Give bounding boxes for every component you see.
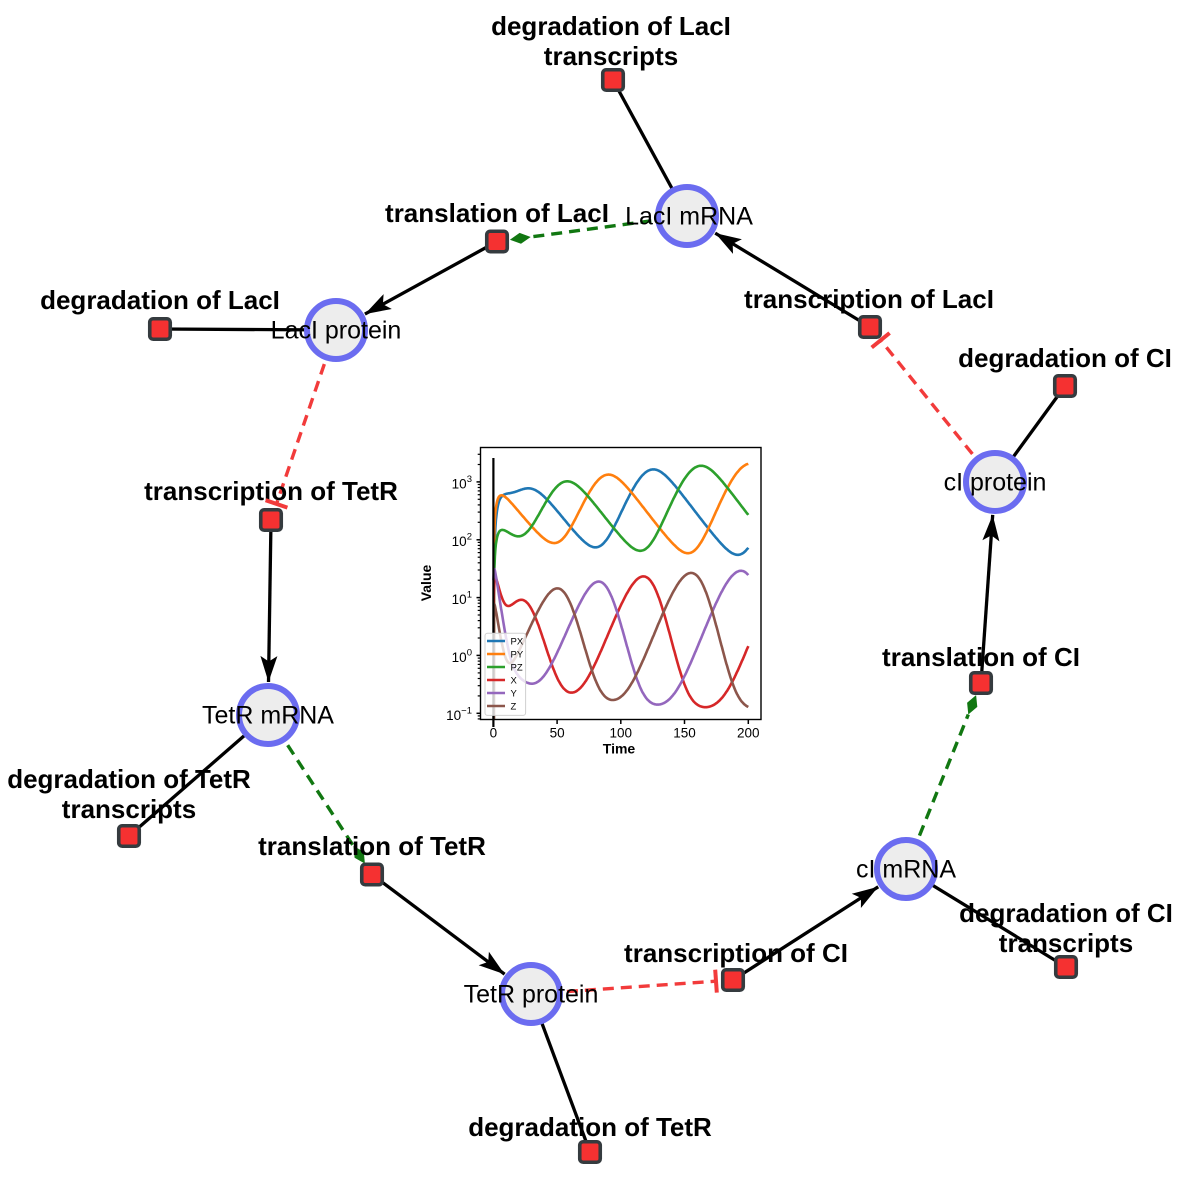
svg-text:PY: PY: [511, 650, 524, 661]
svg-text:translation of TetR: translation of TetR: [258, 831, 486, 861]
svg-text:Value: Value: [418, 565, 434, 602]
svg-text:cI mRNA: cI mRNA: [856, 856, 956, 884]
svg-text:degradation of CI: degradation of CI: [958, 343, 1172, 373]
svg-text:PX: PX: [511, 637, 524, 648]
svg-text:Time: Time: [603, 741, 636, 757]
svg-text:100: 100: [610, 726, 633, 741]
svg-text:translation of LacI: translation of LacI: [385, 198, 609, 228]
svg-text:0: 0: [490, 726, 498, 741]
svg-text:LacI protein: LacI protein: [271, 317, 402, 345]
svg-text:degradation of LacI: degradation of LacI: [491, 11, 731, 41]
svg-text:transcripts: transcripts: [544, 41, 678, 71]
svg-text:transcription of CI: transcription of CI: [624, 938, 848, 968]
svg-text:degradation of TetR: degradation of TetR: [468, 1112, 712, 1142]
svg-text:transcription of LacI: transcription of LacI: [744, 284, 994, 314]
svg-text:transcripts: transcripts: [62, 794, 196, 824]
svg-text:200: 200: [737, 726, 760, 741]
svg-text:transcripts: transcripts: [999, 928, 1133, 958]
svg-text:cI protein: cI protein: [944, 469, 1047, 497]
svg-text:Y: Y: [511, 689, 518, 700]
svg-text:X: X: [511, 676, 518, 687]
svg-text:degradation of LacI: degradation of LacI: [40, 285, 280, 315]
svg-text:translation of CI: translation of CI: [882, 642, 1080, 672]
svg-text:150: 150: [673, 726, 696, 741]
svg-text:TetR mRNA: TetR mRNA: [202, 702, 334, 730]
svg-text:degradation of CI: degradation of CI: [959, 898, 1173, 928]
svg-text:PZ: PZ: [511, 663, 523, 674]
svg-text:LacI mRNA: LacI mRNA: [625, 203, 753, 231]
svg-text:Z: Z: [511, 702, 517, 713]
svg-text:50: 50: [550, 726, 565, 741]
svg-text:TetR protein: TetR protein: [464, 981, 599, 1009]
svg-text:degradation of TetR: degradation of TetR: [7, 764, 251, 794]
